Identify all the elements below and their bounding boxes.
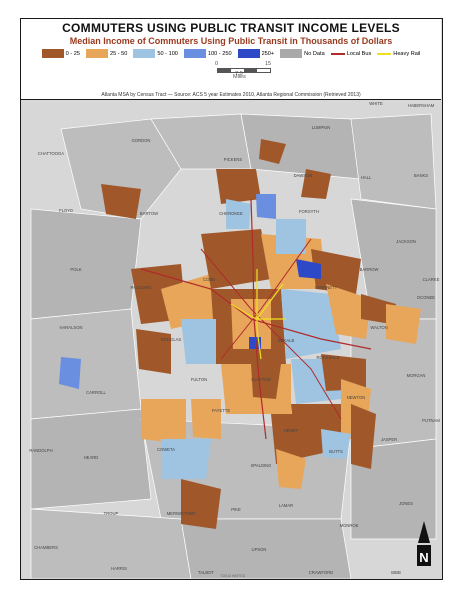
county-cobb: COBB: [203, 277, 215, 282]
north-arrow: N: [417, 521, 431, 566]
county-talbot: TALBOT: [198, 570, 214, 575]
county-carroll: CARROLL: [86, 390, 106, 395]
county-meriwether: MERIWETHER: [167, 511, 196, 516]
legend-label: 50 - 100: [157, 50, 178, 57]
county-spalding: SPALDING: [251, 463, 272, 468]
county-lamar: LAMAR: [279, 503, 293, 508]
county-jones: JONES: [399, 501, 413, 506]
county-pickens: PICKENS: [224, 157, 243, 162]
scale-mid: 7.5: [235, 71, 243, 77]
county-randolph: RANDOLPH: [29, 448, 52, 453]
county-douglas: DOUGLAS: [161, 337, 182, 342]
county-upson: UPSON: [252, 547, 267, 552]
county-fulton: FULTON: [191, 377, 207, 382]
legend-swatch: [85, 49, 108, 58]
county-butts: BUTTS: [329, 449, 343, 454]
legend-panel: COMMUTERS USING PUBLIC TRANSIT INCOME LE…: [21, 19, 441, 100]
county-banks: BANKS: [414, 173, 428, 178]
scale-zero: 0: [215, 61, 219, 67]
county-chambers: CHAMBERS: [34, 545, 58, 550]
county-monroe: MONROE: [340, 523, 359, 528]
rail-line-swatch: [377, 52, 392, 55]
county-lumpkin: LUMPKIN: [312, 125, 331, 130]
map-canvas: DADE RABUN GORDON PICKENS DAWSON LUMPKIN…: [21, 21, 442, 579]
legend-item-0-25: 0 - 25: [41, 49, 80, 58]
legend-label: Local Bus: [346, 50, 372, 57]
county-fayette: FAYETTE: [212, 408, 231, 413]
legend-swatch: [280, 49, 303, 58]
map-title: COMMUTERS USING PUBLIC TRANSIT INCOME LE…: [62, 21, 400, 35]
legend-label: 100 - 250: [207, 50, 232, 57]
county-newton: NEWTON: [347, 395, 366, 400]
scale-unit: Miles: [233, 74, 246, 80]
legend-label: 25 - 50: [109, 50, 128, 57]
county-crawford: CRAWFORD: [309, 570, 334, 575]
county-hall: HALL: [361, 175, 372, 180]
legend-swatch: [133, 49, 156, 58]
county-clarke: CLARKE: [423, 277, 440, 282]
county-bartow: BARTOW: [140, 211, 158, 216]
legend-item-25-50: 25 - 50: [85, 49, 128, 58]
county-gwinnett: GWINNETT: [315, 285, 338, 290]
source-note: Atlanta MSA by Census Tract — Source: AC…: [101, 92, 361, 98]
county-rockdale: ROCKDALE: [316, 355, 339, 360]
county-floyd: FLOYD: [59, 208, 73, 213]
bus-line-swatch: [330, 52, 345, 55]
legend-item-heavy-rail: Heavy Rail: [377, 51, 420, 57]
credit: ©2013 WMTED: [221, 574, 246, 578]
county-jackson: JACKSON: [396, 239, 416, 244]
county-cherokee: CHEROKEE: [219, 211, 243, 216]
scale-max: 15: [265, 61, 272, 67]
county-pike: PIKE: [231, 507, 241, 512]
county-oconee: OCONEE: [417, 295, 435, 300]
scale-graphic: [217, 68, 271, 73]
legend-swatch: [183, 49, 206, 58]
county-polk: POLK: [70, 267, 81, 272]
county-white: WHITE: [369, 101, 383, 106]
county-gordon: GORDON: [132, 138, 151, 143]
county-haralson: HARALSON: [59, 325, 82, 330]
map-subtitle: Median Income of Commuters Using Public …: [69, 36, 393, 46]
legend-label: 0 - 25: [65, 50, 80, 57]
legend-item-no-data: No Data: [280, 49, 325, 58]
tract-layer: [59, 139, 421, 529]
county-paulding: PAULDING: [130, 285, 151, 290]
north-label: N: [419, 550, 428, 565]
county-heard: HEARD: [84, 455, 99, 460]
legend-item-local-bus: Local Bus: [330, 50, 372, 57]
county-jasper: JASPER: [381, 437, 397, 442]
legend-label: 250+: [261, 50, 275, 57]
legend-swatch: [237, 49, 260, 58]
county-troup: TROUP: [104, 511, 119, 516]
scale-bar: 0 7.5 15 Miles: [21, 61, 441, 83]
county-dawson: DAWSON: [294, 173, 313, 178]
legend-swatch: [41, 49, 64, 58]
legend-item-100-250: 100 - 250: [183, 49, 232, 58]
county-henry: HENRY: [284, 428, 299, 433]
county-barrow: BARROW: [360, 267, 379, 272]
county-coweta: COWETA: [157, 447, 175, 452]
transit-layer: [140, 198, 372, 440]
county-morgan: MORGAN: [407, 373, 426, 378]
legend-keys: 0 - 25 25 - 50 50 - 100 100 - 250 250+ N…: [21, 49, 441, 58]
legend-label: Heavy Rail: [393, 50, 421, 57]
legend-item-250-plus: 250+: [237, 49, 275, 58]
county-chattooga: CHATTOOGA: [38, 151, 64, 156]
county-clayton: CLAYTON: [251, 377, 270, 382]
county-walton: WALTON: [370, 325, 387, 330]
county-harris: HARRIS: [111, 566, 127, 571]
county-putnam: PUTNAM: [422, 418, 440, 423]
legend-label: No Data: [304, 50, 325, 57]
county-dekalb: DEKALB: [278, 338, 295, 343]
county-habersham: HABERSHAM: [408, 103, 435, 108]
county-forsyth: FORSYTH: [299, 209, 319, 214]
map-sheet: DADE RABUN GORDON PICKENS DAWSON LUMPKIN…: [20, 18, 443, 580]
legend-item-50-100: 50 - 100: [133, 49, 178, 58]
county-bibb: BIBB: [391, 570, 401, 575]
